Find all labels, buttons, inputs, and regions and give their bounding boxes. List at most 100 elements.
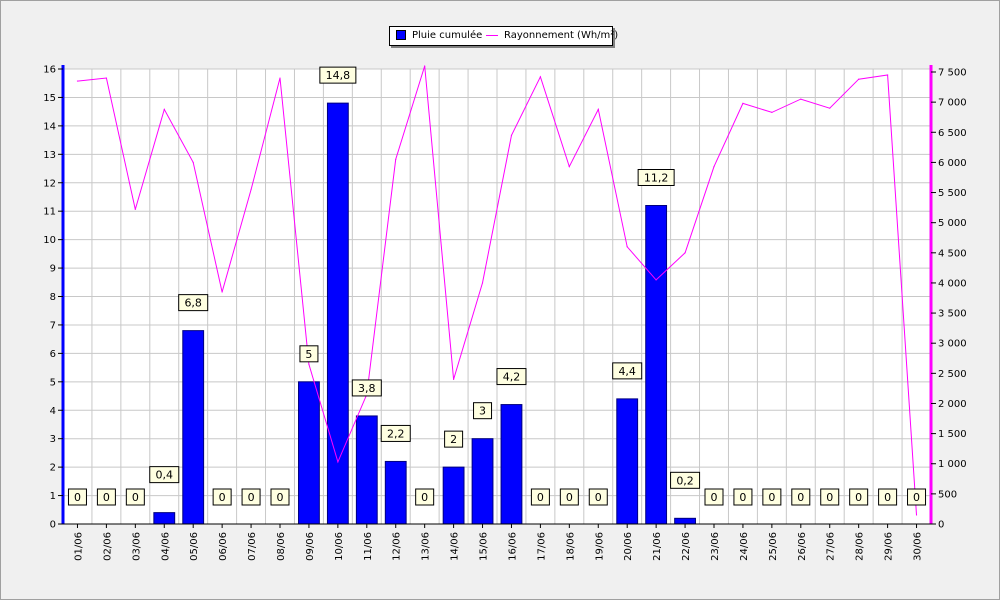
radiation-point-13/06: [424, 65, 426, 67]
x-tick-label: 04/06: [160, 532, 171, 561]
legend: Pluie cumulée Rayonnement (Wh/m²): [389, 26, 618, 46]
data-labels: 0 0 0 0,4 6,8 0 0 0 5 14,8 3,8 2,2 0 2 3 4,2 0 0 0 4,4 11,2 0…: [67, 66, 927, 506]
y-right-tick-label: 4 500: [938, 248, 967, 259]
data-label-12/06: 2,2: [387, 427, 405, 440]
bar-21/06: [645, 205, 668, 525]
radiation-point-10/06: [337, 461, 339, 463]
x-tick-label: 29/06: [884, 532, 895, 561]
data-label-box-26/06: [791, 488, 811, 506]
x-tick-label: 19/06: [594, 532, 605, 561]
bar-14/06: [442, 466, 465, 525]
radiation-point-02/06: [105, 77, 107, 79]
x-tick-label: 08/06: [276, 532, 287, 561]
legend-label-radiation: Rayonnement (Wh/m²): [504, 30, 619, 41]
radiation-point-20/06: [626, 246, 628, 248]
radiation-point-15/06: [481, 282, 484, 284]
data-label-box-25/06: [762, 488, 782, 506]
y-right-tick-label: 6 000: [938, 158, 967, 169]
data-label-15/06: 3: [479, 405, 486, 418]
data-label-28/06: 0: [855, 491, 862, 504]
data-label-box-15/06: [473, 402, 493, 420]
data-label-box-29/06: [878, 488, 898, 506]
data-label-box-02/06: [96, 488, 116, 506]
data-label-box-07/06: [241, 488, 261, 506]
data-label-16/06: 4,2: [503, 371, 521, 384]
y-right-tick-label: 500: [938, 489, 957, 500]
y-right-tick-label: 0: [938, 520, 944, 531]
x-tick-label: 28/06: [855, 532, 866, 561]
data-label-11/06: 3,8: [358, 382, 376, 395]
radiation-point-23/06: [713, 166, 715, 168]
radiation-point-06/06: [221, 291, 223, 293]
data-label-box-20/06: [612, 362, 643, 380]
radiation-point-25/06: [771, 111, 773, 113]
x-tick-label: 03/06: [131, 532, 142, 561]
x-tick-label: 12/06: [392, 532, 403, 561]
y-left-tick-label: 14: [43, 121, 56, 132]
data-label-01/06: 0: [74, 491, 81, 504]
data-label-box-03/06: [125, 488, 145, 506]
legend-item-rain: Pluie cumulée: [396, 27, 482, 45]
radiation-point-26/06: [800, 98, 802, 100]
bar-09/06: [298, 381, 320, 525]
radiation-line: [77, 65, 917, 516]
radiation-line-group: [76, 65, 918, 516]
x-tick-label: 16/06: [507, 532, 518, 561]
radiation-point-16/06: [510, 134, 513, 136]
x-tick-label: 05/06: [189, 532, 200, 561]
bar-16/06: [500, 404, 523, 525]
data-label-21/06: 11,2: [644, 172, 669, 185]
y-right-tick-label: 1 500: [938, 429, 967, 440]
legend-item-radiation: Rayonnement (Wh/m²): [486, 27, 618, 45]
bar-05/06: [182, 330, 205, 525]
data-label-25/06: 0: [768, 491, 775, 504]
legend-label-rain: Pluie cumulée: [412, 30, 483, 41]
y-left-tick-label: 10: [43, 235, 56, 246]
radiation-point-18/06: [568, 166, 570, 168]
data-label-14/06: 2: [450, 433, 457, 446]
data-label-02/06: 0: [103, 491, 110, 504]
x-tick-label: 14/06: [450, 532, 461, 561]
data-label-box-23/06: [704, 488, 724, 506]
bar-20/06: [616, 398, 639, 525]
data-label-box-18/06: [559, 488, 579, 506]
x-tick-label: 21/06: [652, 532, 663, 561]
data-label-05/06: 6,8: [184, 297, 202, 310]
x-tick-label: 23/06: [710, 532, 721, 561]
x-tick-label: 15/06: [479, 532, 490, 561]
y-right-tick-label: 4 000: [938, 278, 967, 289]
radiation-point-27/06: [829, 107, 831, 109]
y-right-tick-label: 2 000: [938, 399, 967, 410]
legend-swatch-radiation: [486, 34, 498, 36]
y-left-tick-label: 13: [43, 150, 56, 161]
data-label-24/06: 0: [739, 491, 746, 504]
data-label-box-16/06: [496, 368, 527, 386]
y-right-tick-label: 5 000: [938, 218, 967, 229]
radiation-point-28/06: [858, 78, 860, 80]
bar-22/06: [674, 517, 696, 525]
y-right-tick-label: 7 000: [938, 98, 967, 109]
bar-15/06: [471, 438, 494, 525]
y-left-tick-label: 6: [50, 349, 56, 360]
x-tick-label: 30/06: [913, 532, 924, 561]
x-tick-label: 18/06: [565, 532, 576, 561]
x-tick-label: 26/06: [797, 532, 808, 561]
radiation-point-07/06: [250, 188, 252, 191]
radiation-point-04/06: [163, 108, 165, 110]
x-tick-label: 11/06: [363, 532, 374, 561]
x-tick-label: 10/06: [334, 532, 345, 561]
x-tick-label: 24/06: [739, 532, 750, 561]
data-label-22/06: 0,2: [676, 474, 694, 487]
data-label-27/06: 0: [826, 491, 833, 504]
data-label-04/06: 0,4: [156, 469, 174, 482]
data-label-box-24/06: [733, 488, 753, 506]
bar-11/06: [355, 415, 378, 525]
data-label-box-30/06: [907, 488, 927, 506]
x-tick-label: 13/06: [421, 532, 432, 561]
radiation-point-29/06: [887, 74, 889, 76]
radiation-point-09/06: [308, 363, 310, 365]
x-tick-label: 09/06: [305, 532, 316, 561]
data-label-29/06: 0: [884, 491, 891, 504]
y-left-tick-label: 15: [43, 93, 56, 104]
